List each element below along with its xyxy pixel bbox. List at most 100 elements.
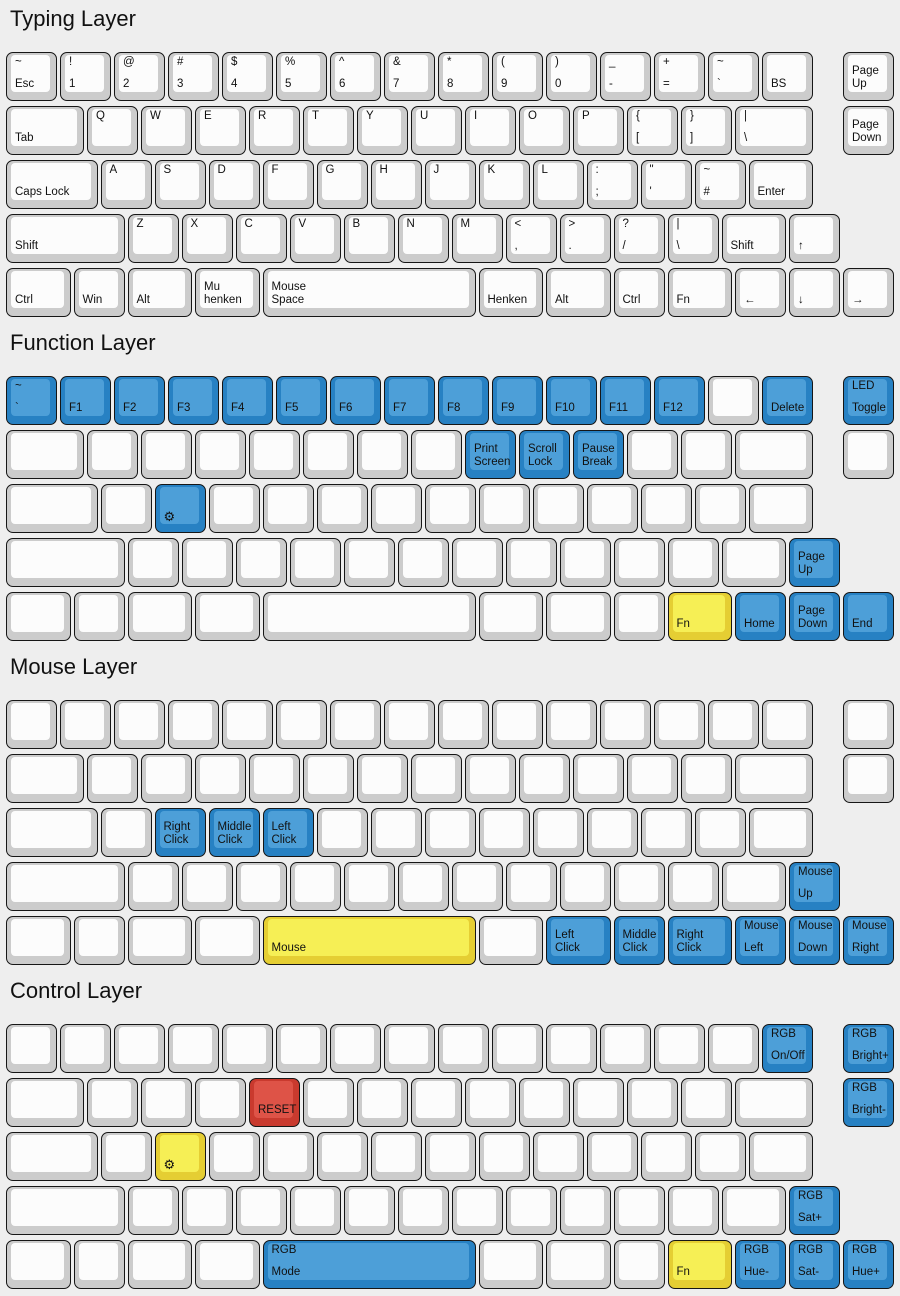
key-blank[interactable]: [613, 592, 665, 641]
key-blank[interactable]: [6, 916, 71, 965]
key-blank[interactable]: [87, 754, 138, 803]
key-blank[interactable]: [465, 1078, 516, 1127]
key-blank[interactable]: [411, 1078, 462, 1127]
key-blank[interactable]: [600, 700, 651, 749]
key-blank[interactable]: [654, 1024, 705, 1073]
key-blank[interactable]: [735, 430, 813, 479]
key-page-up[interactable]: Page Up: [843, 52, 894, 101]
key-v[interactable]: V: [289, 214, 341, 263]
key-blank[interactable]: [195, 430, 246, 479]
key-delete[interactable]: Delete: [762, 376, 813, 425]
key-k[interactable]: K: [478, 160, 530, 209]
key-blank[interactable]: [613, 862, 665, 911]
key-blank[interactable]: [708, 700, 759, 749]
key-blank[interactable]: [127, 1186, 179, 1235]
key-blank[interactable]: [397, 862, 449, 911]
key-q[interactable]: Q: [87, 106, 138, 155]
key-blank[interactable]: [627, 430, 678, 479]
key-w[interactable]: W: [141, 106, 192, 155]
key-blank[interactable]: [6, 592, 71, 641]
key-page-down[interactable]: Page Down: [789, 592, 840, 641]
key-end[interactable]: End: [843, 592, 894, 641]
key-blank[interactable]: [613, 1240, 665, 1289]
key-ctrl[interactable]: Ctrl: [6, 268, 71, 317]
key-blank[interactable]: [735, 754, 813, 803]
key-d[interactable]: D: [208, 160, 260, 209]
key-blank[interactable]: [532, 808, 584, 857]
key-blank[interactable]: [6, 700, 57, 749]
key-middle-click[interactable]: Middle Click: [613, 916, 665, 965]
key-blank[interactable]: [708, 1024, 759, 1073]
key-blank[interactable]: [357, 1078, 408, 1127]
key-u[interactable]: U: [411, 106, 462, 155]
key-fn[interactable]: Fn: [667, 592, 732, 641]
key-up[interactable]: ↑: [789, 214, 840, 263]
key-blank[interactable]: [424, 808, 476, 857]
key-lparen-9[interactable]: (9: [492, 52, 543, 101]
key-blank[interactable]: [141, 430, 192, 479]
key-blank[interactable]: [681, 754, 732, 803]
key-shift[interactable]: Shift: [6, 214, 125, 263]
key-blank[interactable]: [100, 808, 152, 857]
key-blank[interactable]: [424, 1132, 476, 1181]
key-f1[interactable]: F1: [60, 376, 111, 425]
key-left[interactable]: ←: [735, 268, 786, 317]
key-tilde-esc[interactable]: ~ Esc: [6, 52, 57, 101]
key-blank[interactable]: [573, 754, 624, 803]
key-blank[interactable]: [195, 754, 246, 803]
key-blank[interactable]: [546, 1024, 597, 1073]
key-f6[interactable]: F6: [330, 376, 381, 425]
key-blank[interactable]: [168, 700, 219, 749]
key-blank[interactable]: [843, 700, 894, 749]
key-blank[interactable]: [6, 430, 84, 479]
key-hash-3[interactable]: #3: [168, 52, 219, 101]
key-blank[interactable]: [249, 430, 300, 479]
key-blank[interactable]: [6, 1186, 125, 1235]
key-blank[interactable]: [370, 808, 422, 857]
key-f7[interactable]: F7: [384, 376, 435, 425]
key-blank[interactable]: [573, 1078, 624, 1127]
key-pipe-backslash[interactable]: | \: [667, 214, 719, 263]
key-blank[interactable]: [519, 754, 570, 803]
key-i[interactable]: I: [465, 106, 516, 155]
key-pipe-backslash[interactable]: | \: [735, 106, 813, 155]
key-blank[interactable]: [127, 538, 179, 587]
key-blank[interactable]: [735, 1078, 813, 1127]
key-blank[interactable]: [208, 484, 260, 533]
key-blank[interactable]: [384, 700, 435, 749]
key-blank[interactable]: [397, 1186, 449, 1235]
key-o[interactable]: O: [519, 106, 570, 155]
key-fn[interactable]: Fn: [667, 268, 732, 317]
key-blank[interactable]: [114, 1024, 165, 1073]
key-gear[interactable]: ⚙: [154, 484, 206, 533]
key-dollar-4[interactable]: $4: [222, 52, 273, 101]
key-middle-click[interactable]: Middle Click: [208, 808, 260, 857]
key-henken[interactable]: Henken: [478, 268, 543, 317]
key-tilde-hash[interactable]: ~ #: [694, 160, 746, 209]
key-f4[interactable]: F4: [222, 376, 273, 425]
key-s[interactable]: S: [154, 160, 206, 209]
key-blank[interactable]: [532, 1132, 584, 1181]
key-blank[interactable]: [222, 1024, 273, 1073]
key-blank[interactable]: [559, 862, 611, 911]
key-blank[interactable]: [316, 808, 368, 857]
key-blank[interactable]: [708, 376, 759, 425]
key-blank[interactable]: [370, 484, 422, 533]
key-caps-lock[interactable]: Caps Lock: [6, 160, 98, 209]
key-blank[interactable]: [222, 700, 273, 749]
key-right-click[interactable]: Right Click: [154, 808, 206, 857]
key-blank[interactable]: [60, 700, 111, 749]
key-gt-dot[interactable]: >.: [559, 214, 611, 263]
key-f3[interactable]: F3: [168, 376, 219, 425]
key-blank[interactable]: [640, 484, 692, 533]
key-down[interactable]: ↓: [789, 268, 840, 317]
key-lbracket[interactable]: {[: [627, 106, 678, 155]
key-blank[interactable]: [627, 1078, 678, 1127]
key-blank[interactable]: [343, 862, 395, 911]
key-mouse[interactable]: Mouse: [262, 916, 476, 965]
key-blank[interactable]: [438, 1024, 489, 1073]
key-c[interactable]: C: [235, 214, 287, 263]
key-b[interactable]: B: [343, 214, 395, 263]
key-fn[interactable]: Fn: [667, 1240, 732, 1289]
key-pct-5[interactable]: % 5: [276, 52, 327, 101]
